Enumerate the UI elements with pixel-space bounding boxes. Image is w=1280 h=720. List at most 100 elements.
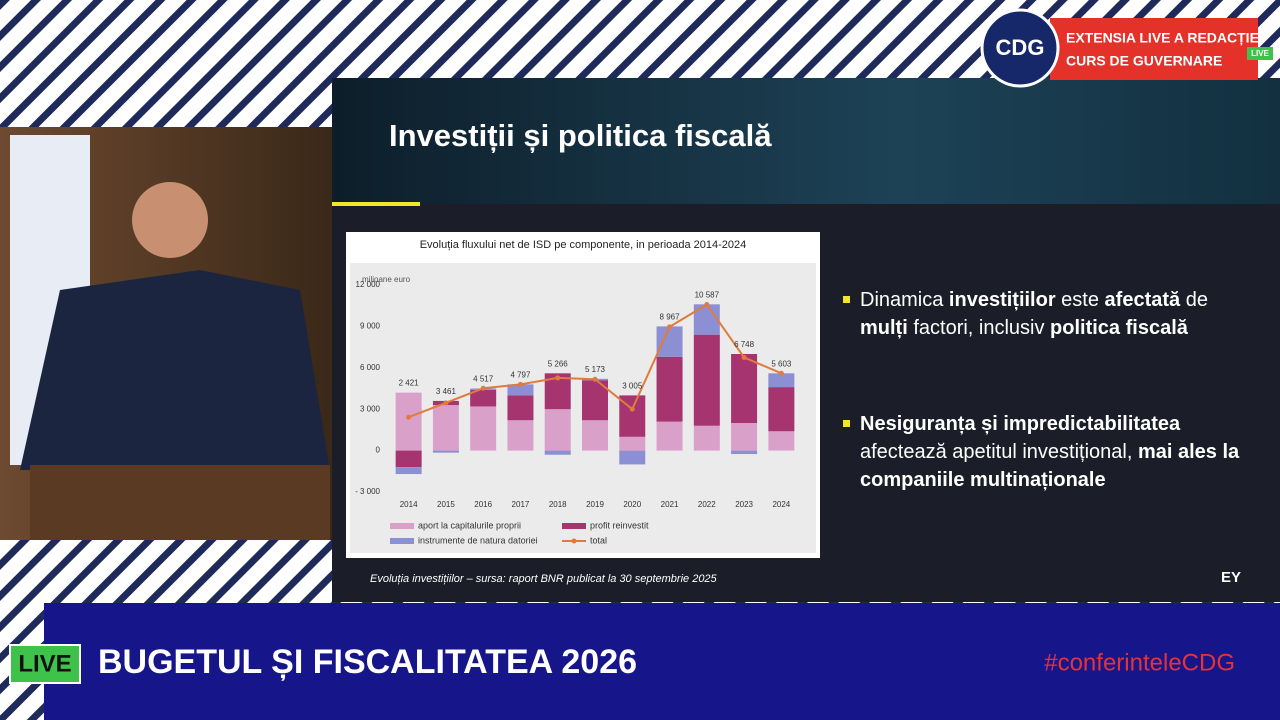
legend-swatch — [571, 538, 577, 544]
bullet-text: Dinamica — [860, 289, 949, 311]
bar — [731, 354, 758, 423]
bullet-text: de — [1180, 289, 1208, 311]
value-label: 3 005 — [622, 382, 643, 391]
logo — [980, 8, 1060, 88]
x-tick-label: 2019 — [586, 500, 604, 509]
total-point — [629, 406, 635, 412]
total-point — [778, 370, 784, 376]
bar — [768, 431, 795, 451]
x-tick-label: 2022 — [698, 500, 716, 509]
bullet: Nesiguranța și impredictabilitatea afect… — [843, 410, 1260, 494]
bullet-text: este — [1055, 289, 1105, 311]
bar — [395, 467, 422, 475]
value-label: 2 421 — [399, 379, 420, 388]
y-tick-label: 9 000 — [360, 322, 381, 331]
x-tick-label: 2018 — [549, 500, 567, 509]
bullet-text: politica fiscală — [1050, 317, 1188, 339]
value-label: 4 797 — [510, 370, 531, 379]
x-tick-label: 2015 — [437, 500, 455, 509]
banner — [1050, 18, 1258, 80]
logo-text: CDG — [996, 35, 1045, 60]
hashtag: #conferinteleCDG — [1044, 649, 1235, 676]
y-tick-label: 12 000 — [356, 280, 381, 289]
bullet: Dinamica investițiilor este afectată de … — [843, 286, 1260, 342]
speaker-head — [132, 182, 208, 258]
total-point — [480, 385, 486, 391]
x-tick-label: 2016 — [474, 500, 492, 509]
y-tick-label: 6 000 — [360, 363, 381, 372]
bar — [619, 450, 646, 465]
value-label: 6 748 — [734, 340, 755, 349]
legend-swatch — [390, 523, 414, 529]
bullet-text: afectată — [1104, 289, 1181, 311]
x-tick-label: 2017 — [512, 500, 530, 509]
live-small: LIVE — [1251, 49, 1269, 58]
bar — [432, 405, 459, 451]
x-tick-label: 2023 — [735, 500, 753, 509]
bullet-text: factori, inclusiv — [907, 317, 1051, 339]
value-label: 4 517 — [473, 374, 494, 383]
bar — [656, 326, 683, 357]
total-point — [704, 301, 710, 307]
legend-label: instrumente de natura datoriei — [418, 535, 538, 545]
lectern — [30, 465, 330, 540]
bullet-text: mulți — [860, 317, 908, 339]
live-badge-small — [1247, 47, 1273, 60]
y-tick-label: 0 — [376, 446, 381, 455]
slide-header — [332, 78, 1280, 204]
y-axis-label: milioane euro — [362, 275, 411, 284]
banner-line: EXTENSIA LIVE A REDACȚIEI — [1066, 30, 1263, 46]
chart: Evoluția fluxului net de ISD pe componen… — [355, 239, 795, 545]
y-tick-label: - 3 000 — [355, 487, 380, 496]
bar — [656, 421, 683, 451]
legend-swatch — [562, 523, 586, 529]
value-label: 5 173 — [585, 365, 606, 374]
live-badge — [9, 644, 81, 684]
x-tick-label: 2020 — [623, 500, 641, 509]
accent — [332, 202, 420, 206]
bar — [582, 420, 608, 451]
y-tick-label: 3 000 — [360, 404, 381, 413]
chart-title: Evoluția fluxului net de ISD pe componen… — [420, 239, 747, 251]
caption: Evoluția investițiilor – sursa: raport B… — [370, 573, 718, 585]
banner-line: CURS DE GUVERNARE — [1066, 53, 1222, 69]
value-label: 5 603 — [771, 359, 792, 368]
bar — [768, 373, 795, 388]
total-point — [592, 376, 598, 382]
total-point — [517, 381, 523, 387]
value-label: 8 967 — [660, 313, 681, 322]
bar — [693, 334, 720, 426]
total-point — [406, 414, 412, 420]
bar — [731, 423, 758, 451]
headline: BUGETUL ȘI FISCALITATEA 2026 — [98, 643, 637, 681]
bar — [731, 450, 758, 455]
speaker — [20, 270, 330, 470]
legend-label: total — [590, 535, 607, 545]
bar — [470, 406, 497, 451]
brand: EY — [1221, 569, 1241, 586]
total-point — [443, 400, 449, 406]
bar — [507, 395, 534, 421]
bar — [544, 409, 571, 451]
bar — [470, 389, 497, 407]
total-point — [741, 354, 747, 360]
bullet-text: mai ales la companiile multinaționale — [860, 441, 1240, 491]
bar — [432, 450, 459, 453]
bar — [768, 387, 795, 432]
slide-title: Investiții și politica fiscală — [389, 118, 772, 153]
bar — [507, 420, 534, 451]
bar — [544, 450, 571, 455]
bullet-text: Nesiguranța și impredictabilitatea — [860, 413, 1181, 435]
live-label: LIVE — [18, 650, 71, 677]
bullet-text: afectează apetitul investițional, — [860, 441, 1138, 463]
bullet-text: investițiilor — [948, 289, 1056, 311]
bar — [619, 436, 646, 451]
x-tick-label: 2024 — [772, 500, 790, 509]
value-label: 10 587 — [695, 290, 720, 299]
total-point — [667, 324, 673, 330]
x-tick-label: 2014 — [400, 500, 418, 509]
lower-third — [44, 603, 1280, 720]
legend-label: profit reinvestit — [590, 520, 649, 530]
